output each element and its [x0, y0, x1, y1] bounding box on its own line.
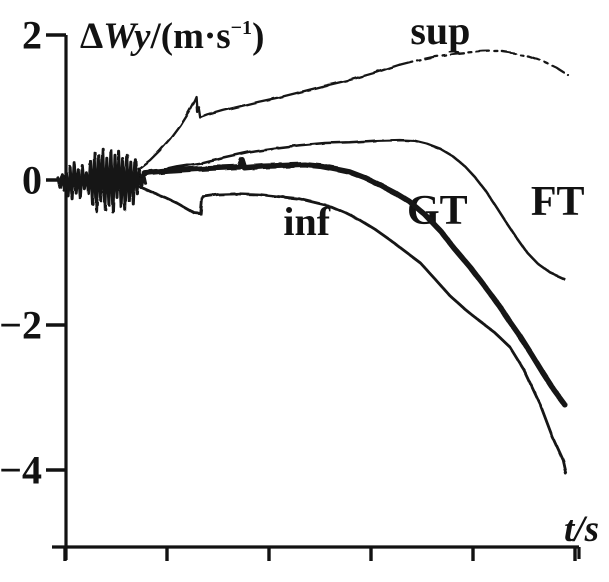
curve-label-inf: inf [283, 199, 330, 244]
y-axis-unit-pre: /(m·s [149, 16, 230, 57]
y-axis-title: ΔWy/(m·s−1) [80, 16, 264, 57]
delta-symbol: Δ [80, 16, 103, 57]
y-axis-unit-exponent: −1 [231, 17, 252, 39]
series-sup-tail [398, 49, 570, 77]
y-axis-variable: Wy [103, 16, 151, 57]
y-axis-unit-post: ) [252, 16, 264, 57]
curve-label-sup: sup [410, 8, 470, 53]
y-tick-label: 0 [22, 158, 42, 203]
series-inf [139, 185, 568, 476]
series-FT [139, 138, 567, 281]
series-sup [137, 63, 401, 171]
y-tick-label: 2 [22, 13, 42, 58]
series-noise [56, 147, 148, 214]
x-axis-title: t/s [564, 509, 599, 550]
x-axis-variable: t [564, 509, 576, 550]
y-tick-label: −4 [0, 448, 42, 493]
curve-label-FT: FT [531, 179, 585, 225]
curves [56, 49, 570, 476]
series-GT [141, 156, 568, 408]
x-axis-unit: /s [571, 509, 599, 550]
y-tick-label: −2 [0, 303, 42, 348]
